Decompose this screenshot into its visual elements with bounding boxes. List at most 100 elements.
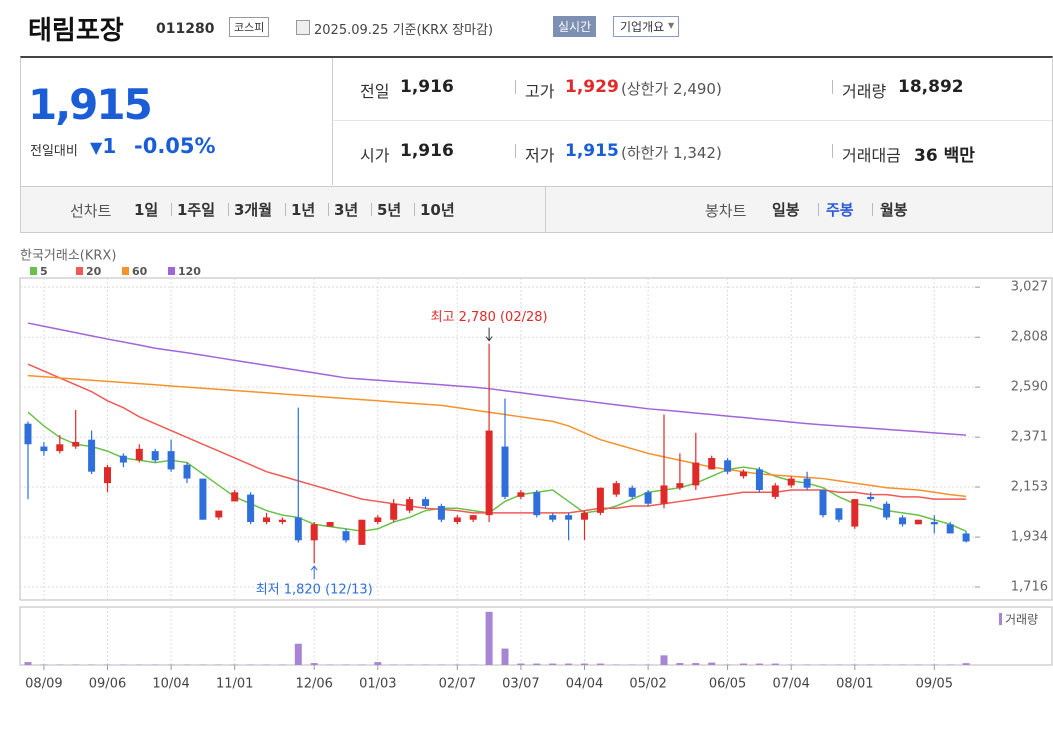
candle-body [24, 423, 32, 445]
candle-body [199, 478, 207, 520]
x-tick-label: 04/04 [566, 677, 603, 692]
volume-legend-swatch [999, 613, 1002, 625]
change-value: 1 [102, 134, 117, 158]
candle-body [628, 487, 636, 497]
candle-body [501, 446, 509, 497]
candle-body [803, 478, 811, 488]
source-label: 한국거래소(KRX) [20, 249, 116, 264]
period-button[interactable]: 1일 [134, 201, 159, 219]
candle-body [326, 522, 334, 527]
candle-body [437, 506, 445, 520]
volume-bar [24, 662, 32, 665]
divider [332, 120, 1052, 121]
field-value: 18,892 [898, 77, 964, 97]
x-tick-label: 12/06 [295, 677, 332, 692]
candle-body [596, 487, 604, 513]
volume-bar [596, 663, 604, 665]
candle-body [533, 492, 541, 516]
volume-bar [962, 663, 970, 665]
candle-body [247, 494, 255, 523]
stock-name: 태림포장 [28, 16, 124, 46]
candle-body [135, 448, 143, 461]
candle-body [56, 444, 64, 452]
low-arrow [310, 565, 318, 580]
candle-body [914, 519, 922, 525]
y-tick-label: 2,371 [1011, 430, 1048, 445]
volume-bar [692, 663, 700, 665]
legend-swatch [76, 267, 83, 275]
candle-body [342, 531, 350, 541]
period-button[interactable]: 1년 [291, 201, 316, 219]
toolbar [20, 186, 1053, 233]
volume-bar [771, 663, 779, 665]
candle-body [183, 464, 191, 479]
separator [515, 80, 516, 94]
volume-bar [501, 648, 509, 665]
separator [328, 203, 329, 216]
candle-body [231, 492, 239, 502]
candle-period-button[interactable]: 일봉 [772, 201, 800, 219]
field-label: 거래량 [842, 82, 887, 101]
candle-period-button[interactable]: 월봉 [880, 201, 908, 219]
dropdown-arrow: ▼ [668, 21, 675, 30]
stock-code: 011280 [156, 21, 215, 37]
y-tick-label: 1,934 [1011, 530, 1048, 545]
volume-bar [581, 663, 588, 665]
candle-body [883, 503, 891, 518]
ma-line [27, 322, 967, 436]
period-button[interactable]: 1주일 [177, 201, 216, 219]
legend-label: 20 [86, 265, 102, 278]
divider [545, 187, 546, 232]
base-date: 2025.09.25 기준(KRX 장마감) [314, 23, 494, 38]
field-label: 시가 [360, 146, 390, 165]
volume-bar [708, 662, 716, 665]
volume-bar [660, 655, 668, 665]
period-button[interactable]: 3년 [334, 201, 359, 219]
candle-body [167, 451, 175, 470]
x-tick-label: 06/05 [709, 677, 746, 692]
period-button[interactable]: 5년 [377, 201, 402, 219]
line-chart-label: 선차트 [70, 202, 112, 220]
candle-period-button[interactable]: 주봉 [826, 201, 854, 219]
candle-body [72, 441, 80, 447]
separator [414, 203, 415, 216]
volume-bar [565, 663, 573, 665]
candle-body [771, 485, 779, 497]
candle-body [88, 439, 96, 472]
high-annotation: 최고 2,780 (02/28) [431, 310, 548, 325]
volume-bar [294, 643, 302, 665]
field-label: 거래대금 [842, 146, 901, 165]
field-value: 1,915 [565, 141, 619, 161]
x-tick-label: 01/03 [359, 677, 396, 692]
period-button[interactable]: 3개월 [234, 201, 273, 219]
candle-body [215, 510, 223, 518]
low-annotation: 최저 1,820 (12/13) [256, 583, 373, 598]
market-badge: 코스피 [229, 17, 270, 37]
candle-body [692, 462, 700, 486]
company-button[interactable]: 기업개요 ▼ [613, 16, 680, 37]
candle-body [565, 515, 573, 520]
separator [285, 203, 286, 216]
down-arrow: ▼ [90, 138, 103, 157]
candle-body [851, 499, 859, 527]
candle-body [581, 512, 588, 520]
quote-box [20, 56, 1053, 187]
field-value: 36 백만 [914, 146, 975, 166]
x-tick-label: 09/06 [89, 677, 126, 692]
candle-body [708, 457, 716, 470]
period-button[interactable]: 10년 [420, 201, 455, 219]
separator [832, 80, 833, 94]
candle-body [119, 455, 127, 463]
candle-body [358, 519, 366, 545]
y-tick-label: 2,808 [1011, 330, 1048, 345]
field-sub: (하한가 1,342) [621, 144, 722, 162]
realtime-button[interactable]: 실시간 [553, 16, 597, 37]
volume-bar [755, 663, 763, 665]
calendar-icon [296, 20, 310, 35]
volume-bar [533, 663, 541, 665]
legend-label: 5 [40, 265, 48, 278]
candle-body [899, 517, 906, 525]
candle-body [374, 517, 382, 523]
field-value: 1,929 [565, 77, 619, 97]
candle-chart-label: 봉차트 [705, 202, 747, 220]
